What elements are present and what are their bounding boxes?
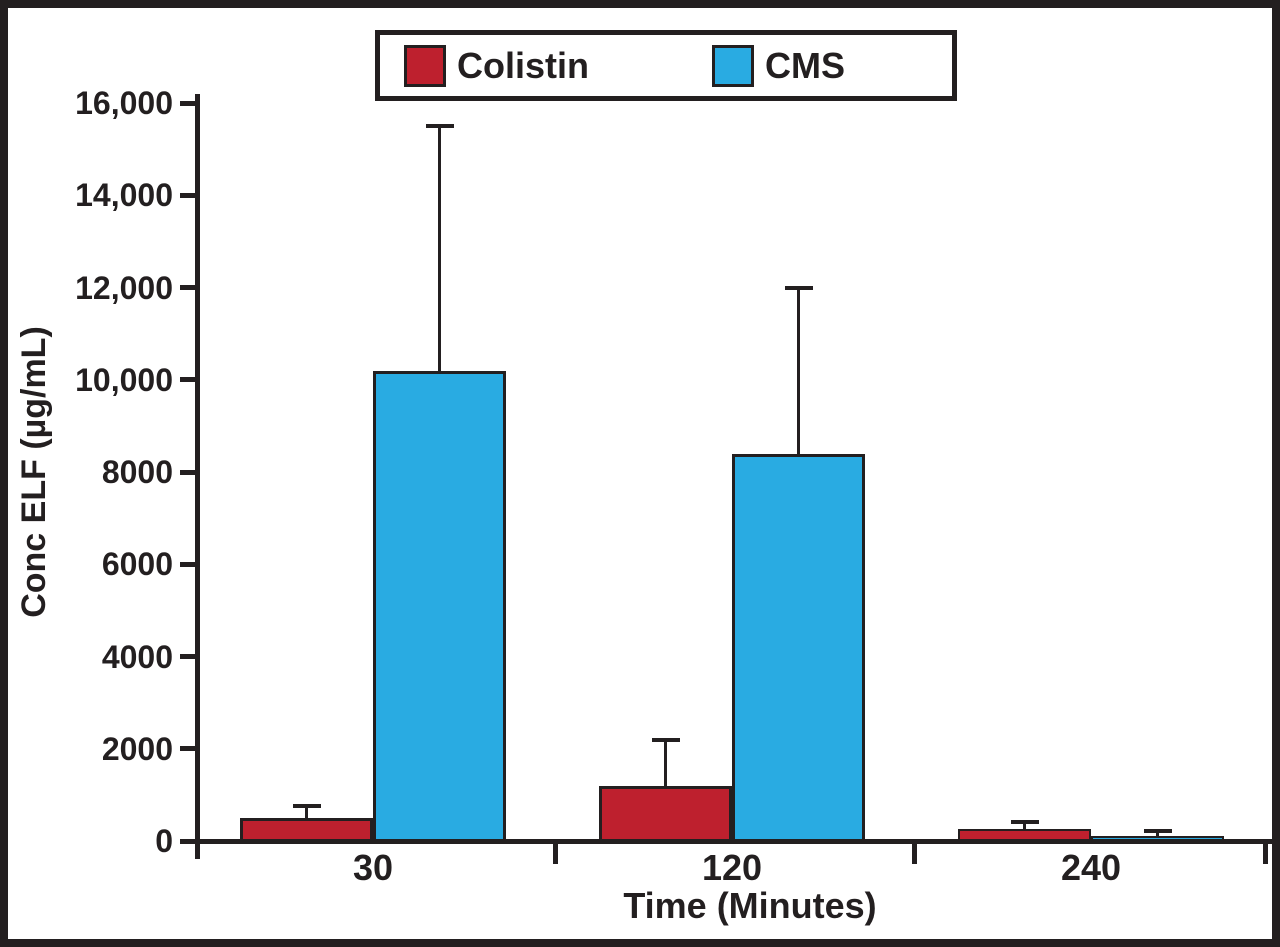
y-tick — [180, 100, 195, 106]
x-tick-label: 30 — [352, 847, 394, 888]
legend-label-colistin: Colistin — [457, 44, 589, 86]
error-cap-colistin-120 — [651, 737, 680, 742]
x-axis-line — [195, 839, 1272, 844]
legend-item-colistin: Colistin — [404, 44, 589, 87]
error-bar-cms-30 — [438, 126, 441, 371]
y-tick-label: 16,000 — [75, 85, 173, 121]
y-tick — [180, 192, 195, 198]
cms-swatch — [712, 44, 754, 87]
y-tick — [180, 838, 195, 844]
error-cap-cms-240 — [1143, 829, 1172, 834]
error-bar-colistin-30 — [305, 806, 308, 818]
bar-cms-120 — [732, 453, 865, 843]
error-cap-colistin-240 — [1010, 819, 1039, 824]
bar-colistin-120 — [599, 785, 732, 843]
x-tick-label: 240 — [1060, 847, 1122, 888]
error-cap-cms-30 — [425, 124, 454, 129]
error-bar-cms-120 — [797, 287, 800, 454]
y-axis-spine — [195, 94, 200, 859]
y-tick-label: 2000 — [101, 730, 173, 767]
y-tick-label: 12,000 — [75, 269, 173, 306]
y-tick-label: 4000 — [101, 638, 173, 675]
y-tick — [180, 285, 195, 290]
y-tick-label: 6000 — [101, 546, 173, 583]
x-axis-title: Time (Minutes) — [623, 885, 877, 926]
x-tick — [553, 842, 558, 864]
y-tick-label: 10,000 — [75, 361, 173, 398]
x-tick-label: 120 — [701, 847, 763, 888]
error-bar-colistin-120 — [664, 739, 667, 786]
x-tick — [912, 842, 917, 864]
x-tick — [1263, 842, 1268, 864]
error-cap-colistin-30 — [292, 804, 321, 809]
y-tick — [180, 746, 195, 752]
colistin-swatch — [404, 44, 446, 87]
legend-item-cms: CMS — [712, 44, 845, 87]
y-tick-label: 8000 — [101, 454, 173, 490]
bar-cms-30 — [373, 370, 506, 843]
y-axis-title: Conc ELF (µg/mL) — [15, 326, 53, 618]
y-tick — [180, 654, 195, 659]
legend: Colistin CMS — [375, 30, 957, 101]
y-tick — [180, 561, 195, 567]
error-cap-cms-120 — [784, 285, 813, 290]
y-tick — [180, 377, 195, 383]
error-bar-cms-240 — [1156, 831, 1159, 837]
legend-label-cms: CMS — [765, 44, 845, 86]
y-tick — [180, 469, 195, 475]
y-tick-label: 0 — [155, 823, 173, 859]
y-tick-label: 14,000 — [75, 177, 173, 214]
error-bar-colistin-240 — [1023, 821, 1026, 830]
